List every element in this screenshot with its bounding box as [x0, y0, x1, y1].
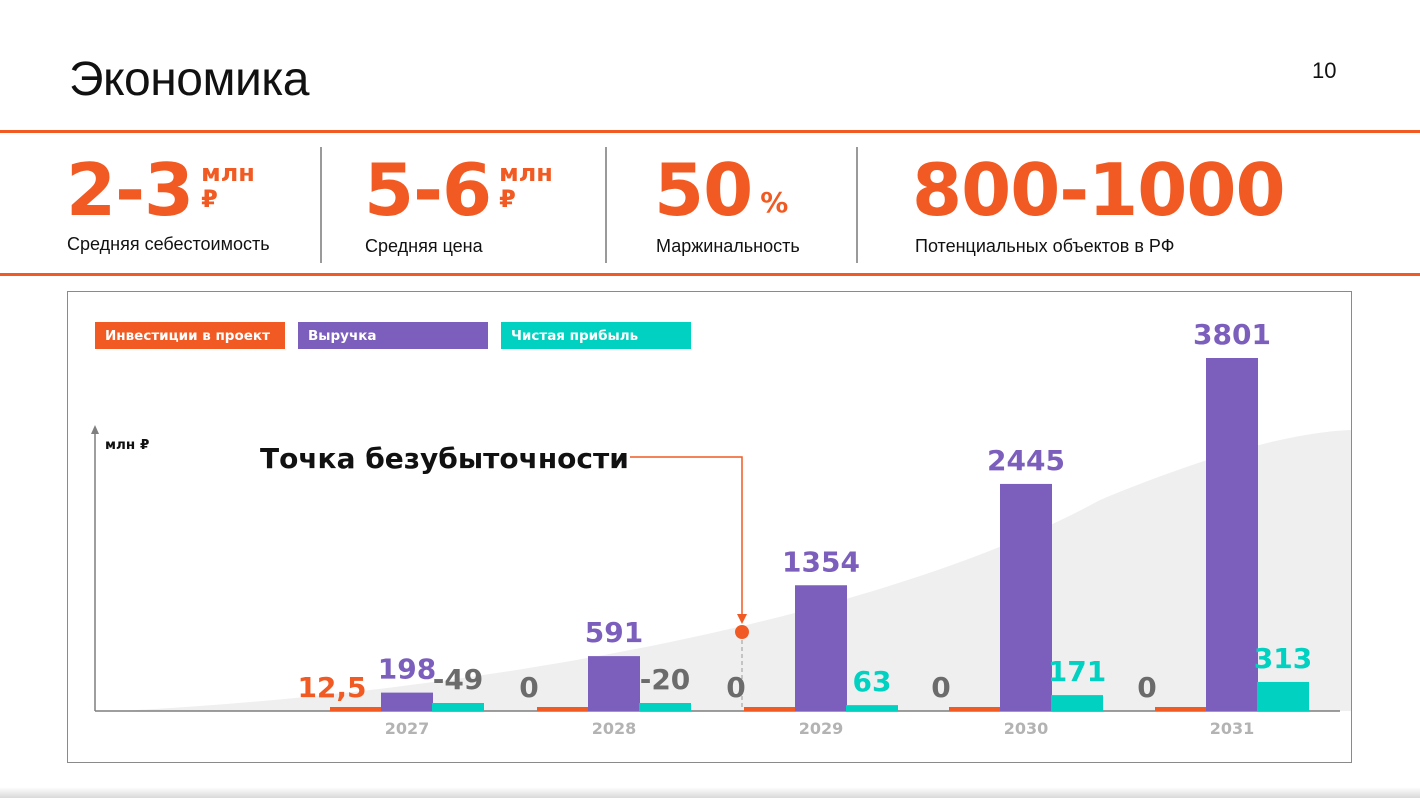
revenue-value-label: 3801 — [1193, 318, 1271, 351]
y-axis-label: млн ₽ — [105, 437, 149, 453]
profit-bar — [1051, 695, 1103, 711]
stat-value: 5-6 — [364, 148, 492, 232]
profit-value-label: 313 — [1254, 642, 1312, 675]
investment-bar — [537, 707, 589, 711]
stat-caption: Средняя себестоимость — [67, 234, 270, 254]
x-tick-label: 2030 — [1004, 719, 1049, 738]
profit-value-label: 63 — [853, 665, 892, 698]
stat-cost: 2-3 млн ₽ Средняя себестоимость — [66, 148, 270, 254]
profit-bar — [846, 705, 898, 711]
stat-unit-line2: ₽ — [201, 185, 218, 213]
investment-value-label: 12,5 — [297, 671, 366, 704]
stat-unit: % — [760, 186, 789, 219]
investment-value-label: 0 — [726, 671, 745, 704]
legend-swatch-revenue — [298, 322, 488, 349]
stat-unit-line1: млн — [499, 159, 553, 187]
profit-value-label: -49 — [433, 663, 484, 696]
chart-frame — [67, 291, 1352, 763]
profit-value-label: 171 — [1048, 655, 1106, 688]
bottom-strip — [0, 787, 1420, 798]
y-axis-arrow — [91, 425, 99, 434]
divider — [320, 147, 322, 263]
investment-value-label: 0 — [931, 671, 950, 704]
investment-bar — [744, 707, 796, 711]
revenue-bar — [1000, 483, 1052, 711]
x-tick-label: 2029 — [799, 719, 844, 738]
stat-caption: Маржинальность — [656, 236, 800, 256]
breakeven-arrow — [737, 614, 747, 624]
investment-bar — [1155, 707, 1207, 711]
legend-swatch-profit — [501, 322, 691, 349]
x-tick-label: 2031 — [1210, 719, 1255, 738]
legend-label-profit: Чистая прибыль — [511, 328, 638, 344]
investment-value-label: 0 — [519, 671, 538, 704]
stat-price: 5-6 млн ₽ Средняя цена — [364, 148, 553, 256]
breakeven-label: Точка безубыточности — [260, 442, 629, 475]
stat-objects: 800-1000 Потенциальных объектов в РФ — [912, 148, 1286, 256]
legend-swatch-investments — [95, 322, 285, 349]
stat-unit-line1: млн — [201, 159, 255, 187]
profit-value-label: -20 — [640, 663, 691, 696]
legend-label-investments: Инвестиции в проект — [105, 328, 270, 344]
breakeven-leader-line — [630, 456, 743, 618]
revenue-bar — [588, 656, 640, 711]
revenue-value-label: 2445 — [987, 444, 1065, 477]
x-tick-label: 2028 — [592, 719, 637, 738]
profit-bar — [1257, 681, 1309, 711]
stat-value: 50 — [654, 148, 753, 232]
revenue-bar — [381, 692, 433, 711]
breakeven-point — [735, 625, 749, 639]
profit-bar — [639, 703, 691, 711]
stat-margin: 50% Маржинальность — [654, 148, 800, 256]
stat-caption: Средняя цена — [365, 236, 483, 256]
revenue-value-label: 198 — [378, 653, 436, 686]
revenue-value-label: 591 — [585, 616, 643, 649]
slide-title: Экономика — [69, 53, 310, 106]
bottom-rule — [0, 273, 1420, 276]
divider — [605, 147, 607, 263]
revenue-bar — [1206, 358, 1258, 711]
stat-value: 800-1000 — [912, 148, 1286, 232]
page-number: 10 — [1312, 58, 1337, 83]
divider — [856, 147, 858, 263]
profit-bar — [432, 703, 484, 711]
legend-label-revenue: Выручка — [308, 328, 377, 344]
stat-unit: млн ₽ — [201, 160, 255, 212]
investment-bar — [949, 707, 1001, 711]
investment-value-label: 0 — [1137, 671, 1156, 704]
stat-unit-line2: ₽ — [499, 185, 516, 213]
investment-bar — [330, 707, 382, 711]
stat-caption: Потенциальных объектов в РФ — [915, 236, 1175, 256]
revenue-value-label: 1354 — [782, 545, 860, 578]
stat-value: 2-3 — [66, 148, 194, 232]
top-rule — [0, 130, 1420, 133]
x-tick-label: 2027 — [385, 719, 430, 738]
revenue-bar — [795, 585, 847, 711]
stat-unit: млн ₽ — [499, 160, 553, 212]
